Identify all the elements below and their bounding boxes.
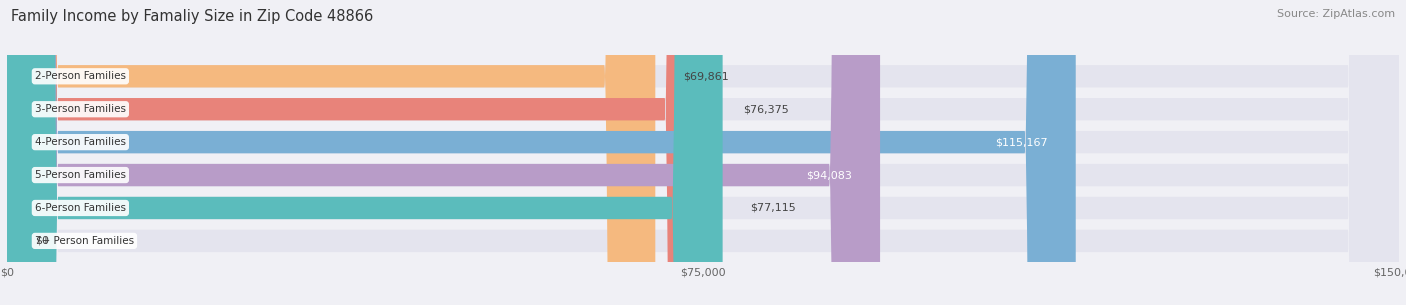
FancyBboxPatch shape <box>7 0 1399 305</box>
FancyBboxPatch shape <box>7 0 1076 305</box>
Text: Family Income by Famaliy Size in Zip Code 48866: Family Income by Famaliy Size in Zip Cod… <box>11 9 374 24</box>
FancyBboxPatch shape <box>7 0 1399 305</box>
Text: 3-Person Families: 3-Person Families <box>35 104 127 114</box>
FancyBboxPatch shape <box>7 0 716 305</box>
Text: Source: ZipAtlas.com: Source: ZipAtlas.com <box>1277 9 1395 19</box>
Text: $94,083: $94,083 <box>807 170 852 180</box>
Text: $77,115: $77,115 <box>751 203 796 213</box>
FancyBboxPatch shape <box>7 0 1399 305</box>
Text: 2-Person Families: 2-Person Families <box>35 71 127 81</box>
Text: $76,375: $76,375 <box>744 104 789 114</box>
Text: $69,861: $69,861 <box>683 71 728 81</box>
Text: $0: $0 <box>35 236 49 246</box>
FancyBboxPatch shape <box>7 0 1399 305</box>
Text: 5-Person Families: 5-Person Families <box>35 170 127 180</box>
FancyBboxPatch shape <box>7 0 655 305</box>
Text: $115,167: $115,167 <box>995 137 1047 147</box>
FancyBboxPatch shape <box>7 0 723 305</box>
Text: 6-Person Families: 6-Person Families <box>35 203 127 213</box>
FancyBboxPatch shape <box>7 0 1399 305</box>
Text: 7+ Person Families: 7+ Person Families <box>35 236 134 246</box>
FancyBboxPatch shape <box>7 0 880 305</box>
FancyBboxPatch shape <box>7 0 1399 305</box>
Text: 4-Person Families: 4-Person Families <box>35 137 127 147</box>
